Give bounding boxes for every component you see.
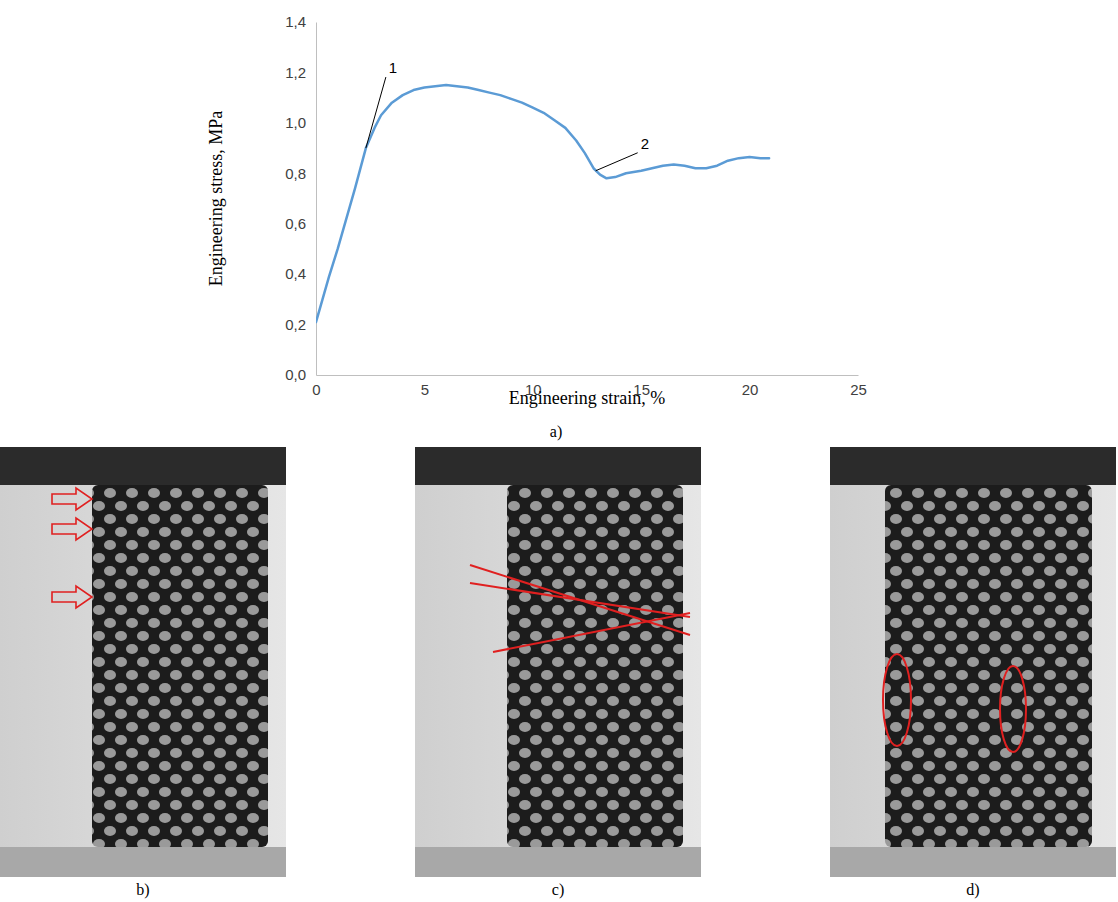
tick-label: 20 bbox=[742, 381, 759, 398]
tick: 0,4 bbox=[285, 265, 316, 282]
y-axis-title: Engineering stress, MPa bbox=[206, 111, 226, 286]
tick: 0,8 bbox=[285, 165, 316, 182]
tick-label: 0,0 bbox=[285, 366, 306, 383]
lower-plate bbox=[0, 847, 286, 877]
tick-label: 0,6 bbox=[285, 215, 306, 232]
panel-label: b) bbox=[136, 881, 149, 899]
tick: 0,0 bbox=[285, 366, 316, 383]
marker-ellipse bbox=[883, 654, 911, 746]
lower-plate bbox=[830, 847, 1116, 877]
tick-label: 0,8 bbox=[285, 165, 306, 182]
specimen bbox=[885, 485, 1092, 847]
tick-label: 0,2 bbox=[285, 316, 306, 333]
tick: 1,0 bbox=[285, 114, 316, 131]
tick: 0,2 bbox=[285, 316, 316, 333]
tick: 1,4 bbox=[285, 13, 316, 30]
upper-plate bbox=[830, 447, 1116, 485]
figure: 05101520250,00,20,40,60,81,01,21,4Engine… bbox=[0, 0, 1118, 902]
tick-label: 0 bbox=[312, 381, 320, 398]
specimen bbox=[92, 485, 268, 847]
tick: 0,6 bbox=[285, 215, 316, 232]
axis-line bbox=[317, 375, 859, 376]
tick-label: 5 bbox=[421, 381, 429, 398]
marker-ellipse bbox=[1000, 666, 1026, 752]
photo-panel bbox=[415, 447, 701, 877]
lower-plate bbox=[415, 847, 701, 877]
upper-plate bbox=[415, 447, 701, 485]
arrow bbox=[52, 518, 92, 540]
leader-line bbox=[366, 77, 386, 148]
photo-background bbox=[0, 447, 286, 877]
x-axis-title: Engineering strain, % bbox=[509, 388, 665, 408]
tick: 20 bbox=[742, 375, 759, 398]
photo-panel bbox=[830, 447, 1116, 877]
tick-label: 25 bbox=[850, 381, 867, 398]
photo-panel bbox=[0, 447, 286, 877]
tick-label: 0,4 bbox=[285, 265, 306, 282]
tick: 1,2 bbox=[285, 64, 316, 81]
marker-line bbox=[470, 565, 690, 635]
specimen bbox=[507, 485, 683, 847]
plot-area bbox=[316, 85, 769, 322]
panel-label: a) bbox=[550, 423, 562, 441]
marker-line bbox=[470, 583, 690, 617]
panel-label: d) bbox=[966, 881, 979, 899]
annotations: 12 bbox=[366, 59, 649, 171]
tick-label: 1,4 bbox=[285, 13, 306, 30]
upper-plate bbox=[0, 447, 286, 485]
tick-label: 1,2 bbox=[285, 64, 306, 81]
tick-label: 1,0 bbox=[285, 114, 306, 131]
arrow bbox=[52, 488, 92, 510]
data-line bbox=[316, 85, 769, 322]
panel-label: c) bbox=[552, 881, 564, 899]
annotation: 1 bbox=[389, 59, 397, 76]
y-axis: 0,0 0,2 0,4 0,6 0,8 1,0 1,2 1,4 bbox=[285, 13, 316, 383]
tick: 5 bbox=[421, 375, 429, 398]
photo-background bbox=[830, 447, 1116, 877]
tick: 25 bbox=[850, 375, 867, 398]
arrow bbox=[52, 586, 92, 608]
tick: 0 bbox=[312, 375, 320, 398]
annotation: 2 bbox=[641, 135, 649, 152]
photo-background bbox=[415, 447, 701, 877]
leader-line bbox=[596, 153, 638, 171]
marker-line bbox=[493, 613, 690, 652]
